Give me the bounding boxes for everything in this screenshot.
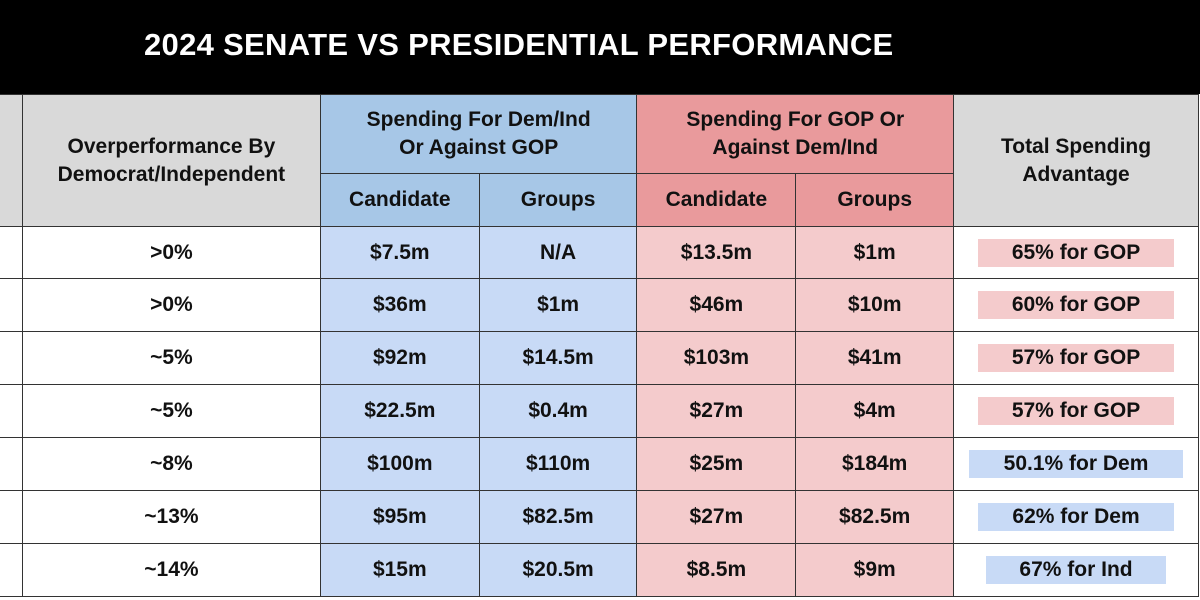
dem-groups-cell: $110m	[478, 437, 638, 491]
table-row: >0% $7.5m N/A $13.5m $1m 65% for GOP	[0, 226, 1199, 279]
advantage-badge: 62% for Dem	[978, 503, 1175, 531]
advantage-cell: 60% for GOP	[953, 278, 1199, 332]
dem-candidate-cell: $100m	[319, 437, 480, 491]
edge-cell	[0, 384, 23, 438]
header-dem-spending: Spending For Dem/Ind Or Against GOP	[319, 94, 638, 174]
dem-candidate-cell: $7.5m	[319, 226, 480, 279]
subheader-gop-candidate: Candidate	[636, 173, 797, 227]
table-row: >0% $36m $1m $46m $10m 60% for GOP	[0, 278, 1199, 332]
gop-candidate-cell: $46m	[636, 278, 797, 332]
edge-header-cell	[0, 94, 23, 227]
overperformance-cell: ~13%	[21, 490, 321, 544]
gop-groups-cell: $10m	[795, 278, 955, 332]
spending-table: Overperformance By Democrat/Independent …	[0, 94, 1199, 597]
advantage-cell: 62% for Dem	[953, 490, 1199, 544]
advantage-cell: 57% for GOP	[953, 331, 1199, 385]
advantage-badge: 67% for Ind	[986, 556, 1167, 584]
overperformance-cell: >0%	[21, 226, 321, 279]
advantage-cell: 50.1% for Dem	[953, 437, 1199, 491]
overperformance-cell: ~5%	[21, 331, 321, 385]
edge-cell	[0, 278, 23, 332]
overperformance-cell: ~8%	[21, 437, 321, 491]
table-row: ~14% $15m $20.5m $8.5m $9m 67% for Ind	[0, 543, 1199, 597]
edge-cell	[0, 331, 23, 385]
overperformance-cell: ~5%	[21, 384, 321, 438]
subheader-dem-candidate: Candidate	[319, 173, 480, 227]
table-row: ~13% $95m $82.5m $27m $82.5m 62% for Dem	[0, 490, 1199, 544]
dem-groups-cell: $82.5m	[478, 490, 638, 544]
header-gop-spending: Spending For GOP Or Against Dem/Ind	[636, 94, 955, 174]
header-total-advantage: Total Spending Advantage	[953, 94, 1199, 227]
gop-candidate-cell: $8.5m	[636, 543, 797, 597]
table-row: ~5% $92m $14.5m $103m $41m 57% for GOP	[0, 331, 1199, 385]
table-row: ~8% $100m $110m $25m $184m 50.1% for Dem	[0, 437, 1199, 491]
advantage-cell: 57% for GOP	[953, 384, 1199, 438]
dem-groups-cell: $20.5m	[478, 543, 638, 597]
gop-groups-cell: $82.5m	[795, 490, 955, 544]
gop-groups-cell: $41m	[795, 331, 955, 385]
gop-groups-cell: $1m	[795, 226, 955, 279]
edge-cell	[0, 490, 23, 544]
overperformance-cell: >0%	[21, 278, 321, 332]
gop-groups-cell: $184m	[795, 437, 955, 491]
gop-candidate-cell: $13.5m	[636, 226, 797, 279]
gop-candidate-cell: $27m	[636, 490, 797, 544]
dem-groups-cell: $1m	[478, 278, 638, 332]
dem-groups-cell: $0.4m	[478, 384, 638, 438]
dem-candidate-cell: $95m	[319, 490, 480, 544]
advantage-badge: 50.1% for Dem	[969, 450, 1184, 478]
dem-candidate-cell: $92m	[319, 331, 480, 385]
edge-cell	[0, 543, 23, 597]
overperformance-cell: ~14%	[21, 543, 321, 597]
gop-candidate-cell: $25m	[636, 437, 797, 491]
gop-candidate-cell: $27m	[636, 384, 797, 438]
gop-candidate-cell: $103m	[636, 331, 797, 385]
advantage-badge: 65% for GOP	[978, 238, 1175, 267]
dem-candidate-cell: $15m	[319, 543, 480, 597]
edge-cell	[0, 437, 23, 491]
subheader-gop-groups: Groups	[795, 173, 955, 227]
dem-candidate-cell: $22.5m	[319, 384, 480, 438]
advantage-badge: 57% for GOP	[978, 397, 1175, 425]
table-row: ~5% $22.5m $0.4m $27m $4m 57% for GOP	[0, 384, 1199, 438]
header-overperformance: Overperformance By Democrat/Independent	[21, 94, 321, 227]
advantage-cell: 67% for Ind	[953, 543, 1199, 597]
subheader-dem-groups: Groups	[478, 173, 638, 227]
advantage-badge: 57% for GOP	[978, 344, 1175, 372]
gop-groups-cell: $9m	[795, 543, 955, 597]
advantage-cell: 65% for GOP	[953, 226, 1199, 279]
dem-groups-cell: N/A	[478, 226, 638, 279]
edge-cell	[0, 226, 23, 279]
dem-candidate-cell: $36m	[319, 278, 480, 332]
title-bar: 2024 SENATE VS PRESIDENTIAL PERFORMANCE	[0, 0, 1200, 94]
advantage-badge: 60% for GOP	[978, 291, 1175, 319]
gop-groups-cell: $4m	[795, 384, 955, 438]
table-title: 2024 SENATE VS PRESIDENTIAL PERFORMANCE	[144, 27, 894, 62]
dem-groups-cell: $14.5m	[478, 331, 638, 385]
